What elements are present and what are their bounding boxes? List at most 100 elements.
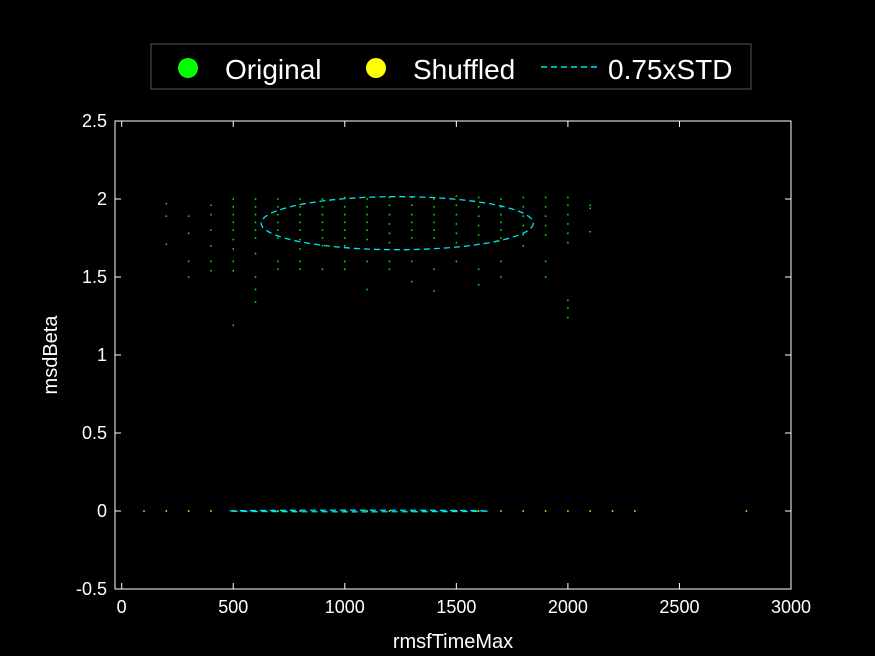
data-point-original [455, 213, 458, 216]
data-point-original [232, 206, 234, 208]
data-point-original [299, 238, 301, 241]
y-tick-label: 1.5 [82, 267, 107, 287]
data-point-original [232, 260, 234, 263]
data-point-original [321, 221, 324, 224]
data-point-shuffled [366, 510, 368, 512]
data-point-original [254, 276, 257, 278]
data-point-original [344, 221, 346, 224]
data-point-original [567, 213, 569, 216]
y-tick-label: 0.5 [82, 423, 107, 443]
data-point-original [344, 213, 346, 216]
x-tick-label: 2500 [659, 597, 699, 617]
data-point-original [254, 198, 257, 200]
data-point-original [500, 221, 502, 224]
data-point-original [544, 206, 547, 208]
data-point-original [344, 206, 346, 208]
data-point-original [433, 290, 435, 292]
data-point-shuffled [745, 510, 748, 512]
data-point-original [500, 260, 502, 263]
data-point-original [522, 224, 525, 227]
data-point-original [210, 204, 212, 206]
data-point-original [455, 241, 458, 244]
data-point-original [477, 284, 480, 286]
data-point-original [544, 260, 547, 263]
data-point-shuffled [500, 510, 502, 512]
data-point-original [433, 213, 435, 216]
data-point-original [433, 198, 435, 200]
data-point-original [254, 252, 257, 255]
data-point-original [277, 260, 279, 263]
y-tick-label: 2 [97, 189, 107, 209]
data-point-shuffled [344, 510, 346, 512]
y-axis-label: msdBeta [40, 315, 62, 395]
data-point-original [366, 206, 368, 208]
data-point-original [589, 207, 591, 210]
data-point-original [321, 268, 324, 270]
data-point-original [187, 276, 190, 278]
data-point-original [366, 238, 368, 241]
data-point-original [388, 213, 391, 216]
data-point-original [388, 223, 391, 225]
data-point-original [388, 268, 391, 270]
data-points [143, 195, 748, 512]
data-point-original [232, 248, 234, 250]
data-point-original [321, 237, 324, 239]
data-point-original [388, 232, 391, 235]
data-point-original [366, 288, 368, 291]
y-tick-label: 2.5 [82, 111, 107, 131]
data-point-original [410, 213, 413, 216]
data-point-original [210, 245, 212, 247]
data-point-original [344, 245, 346, 247]
data-point-original [410, 221, 413, 224]
data-point-shuffled [522, 510, 525, 512]
data-point-original [254, 301, 257, 303]
data-point-shuffled [567, 510, 569, 512]
data-point-original [544, 276, 547, 278]
data-point-shuffled [611, 510, 614, 512]
data-point-original [254, 221, 257, 224]
data-point-original [477, 206, 480, 208]
data-point-original [321, 245, 324, 247]
data-point-original [433, 268, 435, 270]
data-point-original [500, 213, 502, 216]
y-tick-label: -0.5 [76, 579, 107, 599]
data-point-original [277, 221, 279, 224]
data-point-original [321, 229, 324, 231]
data-point-original [254, 213, 257, 216]
data-point-shuffled [165, 510, 168, 512]
data-point-original [277, 198, 279, 200]
data-point-original [187, 232, 190, 235]
x-tick-label: 500 [218, 597, 248, 617]
data-point-original [567, 232, 569, 235]
data-point-original [232, 213, 234, 216]
data-point-original [567, 307, 569, 309]
data-point-original [477, 234, 480, 236]
data-point-original [277, 237, 279, 239]
data-point-shuffled [187, 510, 190, 512]
data-point-shuffled [634, 510, 636, 512]
data-point-original [433, 237, 435, 239]
data-point-original [589, 204, 591, 206]
data-point-shuffled [143, 510, 145, 512]
data-point-original [410, 204, 413, 206]
data-point-original [500, 198, 502, 200]
data-point-original [388, 196, 391, 199]
data-point-original [567, 223, 569, 225]
data-point-original [254, 237, 257, 239]
data-point-original [344, 196, 346, 199]
y-tick-label: 0 [97, 501, 107, 521]
data-point-original [544, 224, 547, 227]
x-axis-label: rmsfTimeMax [393, 631, 513, 653]
std-ellipse [228, 509, 489, 513]
data-point-original [388, 204, 391, 206]
data-point-original [388, 260, 391, 263]
data-point-original [522, 215, 525, 217]
data-point-original [165, 243, 168, 245]
data-point-original [321, 213, 324, 216]
std-ellipses [228, 196, 534, 513]
data-point-original [567, 316, 569, 319]
data-point-original [455, 232, 458, 235]
data-point-shuffled [299, 510, 301, 512]
legend-marker-shuffled-icon [366, 58, 386, 78]
data-point-original [165, 202, 168, 205]
